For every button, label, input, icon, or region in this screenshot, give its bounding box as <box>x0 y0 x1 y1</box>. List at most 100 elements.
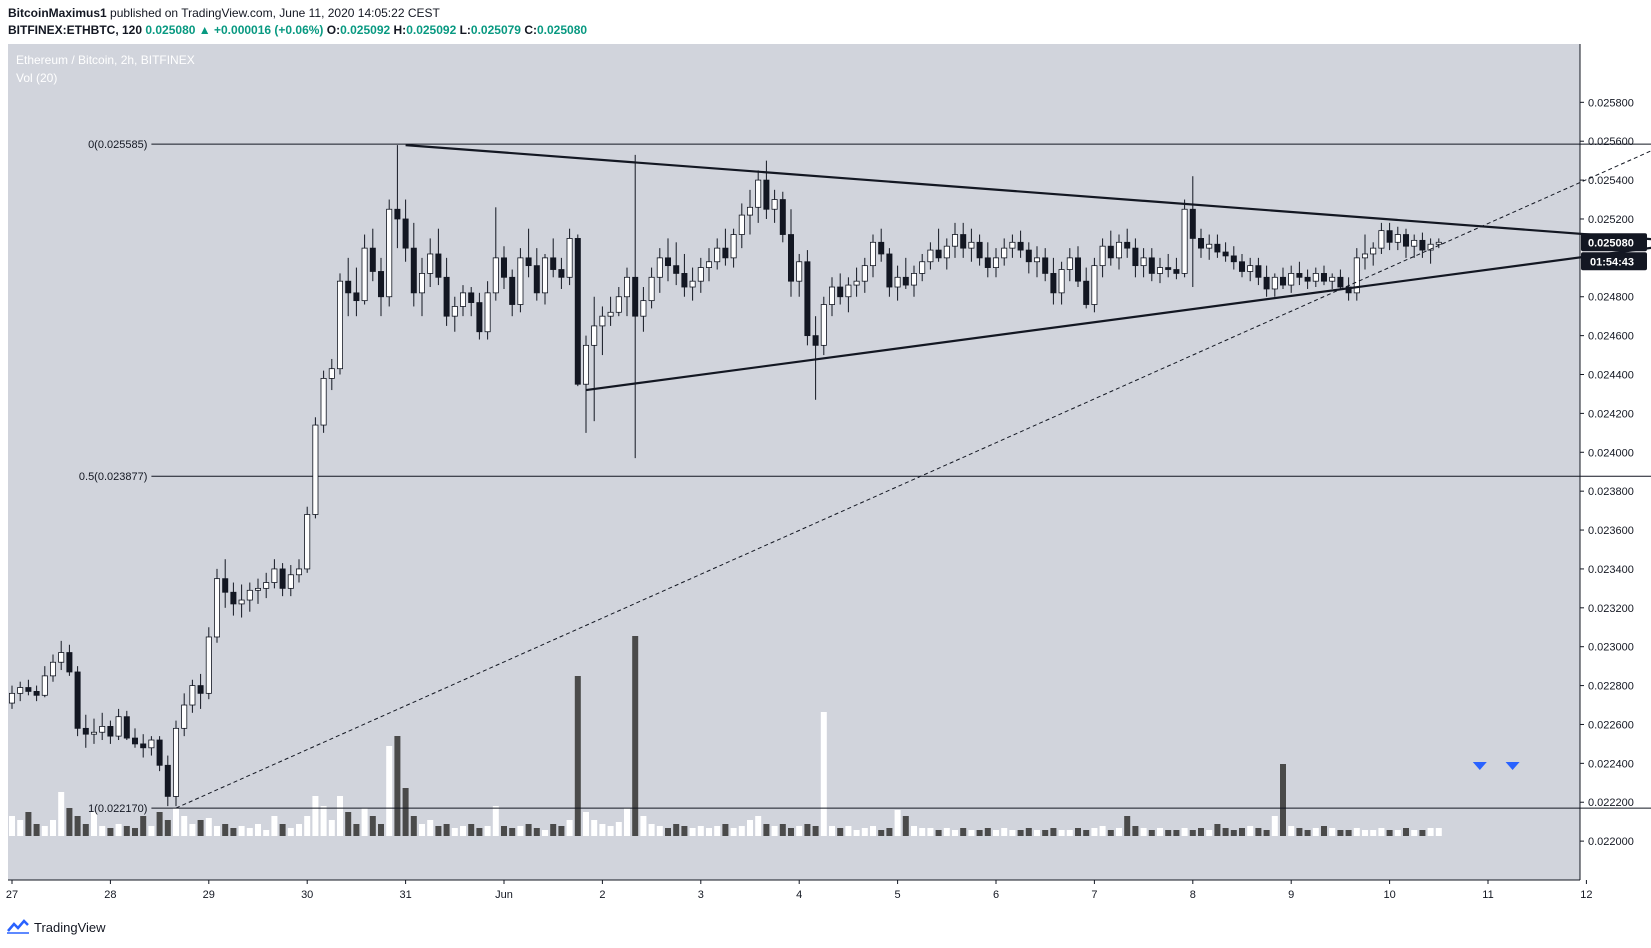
time-tick-label: 12 <box>1580 889 1592 901</box>
volume-bar <box>123 826 130 836</box>
candle-body <box>394 208 401 220</box>
volume-legend: Vol (20) <box>16 71 57 85</box>
trendline-upper[interactable] <box>405 144 1651 242</box>
trendline-long-support[interactable] <box>175 143 1651 809</box>
high-value: 0.025092 <box>406 23 457 37</box>
volume-bar <box>812 826 819 836</box>
candle-body <box>1148 257 1155 274</box>
candle-body <box>33 691 40 696</box>
volume-bar <box>673 824 680 836</box>
volume-bar <box>1280 764 1286 836</box>
volume-bar <box>1230 830 1237 836</box>
trendlines[interactable] <box>175 143 1651 809</box>
candle-body <box>1411 239 1418 247</box>
volume-bar <box>779 824 786 836</box>
candle-body <box>1386 230 1393 243</box>
candle-body <box>254 587 261 591</box>
candle-body <box>615 296 622 313</box>
fib-level-label: 1(0.022170) <box>88 803 147 815</box>
candle-body <box>418 273 425 294</box>
volume-bar <box>337 796 343 836</box>
volume-bar <box>1165 830 1172 836</box>
candle-body <box>58 652 65 663</box>
candle-body <box>911 273 918 286</box>
volume-bar <box>214 826 220 836</box>
volume-bar <box>1214 824 1221 836</box>
change-value: +0.000016 (+0.06%) <box>214 23 324 37</box>
volume-bar <box>968 830 975 836</box>
volume-bar <box>304 816 311 836</box>
author-name[interactable]: BitcoinMaximus1 <box>8 6 107 20</box>
time-axis[interactable]: 2728293031Jun23456789101112131 <box>6 880 1651 901</box>
chart-pane[interactable] <box>8 44 1580 880</box>
price-tick-label: 0.022800 <box>1588 681 1634 693</box>
candle-body <box>820 304 827 346</box>
candle-body <box>1271 276 1278 290</box>
candle-body <box>599 315 606 327</box>
volume-bar <box>238 826 245 836</box>
candle-body <box>345 280 352 294</box>
candle-body <box>443 276 450 317</box>
candle-body <box>50 661 57 677</box>
volume-bar <box>312 796 319 836</box>
volume-bar <box>574 676 581 836</box>
candle-body <box>681 273 688 288</box>
candle-body <box>656 257 663 278</box>
volume-bar <box>9 816 15 836</box>
volume-bar <box>361 808 368 836</box>
trendline-lower[interactable] <box>585 242 1651 392</box>
price-tick-label: 0.025800 <box>1588 97 1634 109</box>
volume-bar <box>911 826 917 836</box>
candle-body <box>796 261 803 282</box>
volume-bar <box>320 806 327 836</box>
candle-body <box>1058 269 1065 294</box>
volume-bar <box>976 830 983 836</box>
volume-bar <box>1353 828 1360 836</box>
volume-bar <box>205 818 212 836</box>
candle-body <box>919 261 926 274</box>
candle-body <box>1394 234 1401 243</box>
footer-brand[interactable]: TradingView <box>6 919 106 935</box>
volume-bar <box>1132 826 1139 836</box>
candle-body <box>665 257 672 267</box>
price-axis[interactable]: 0.0258000.0256000.0254000.0252000.025000… <box>1580 97 1647 848</box>
candle-body <box>107 726 114 737</box>
candle-body <box>246 589 253 601</box>
volume-bar <box>632 636 639 836</box>
time-tick-label: 8 <box>1190 889 1196 901</box>
volume-bar <box>1124 816 1131 836</box>
candle-body <box>222 578 229 593</box>
volume-bar <box>353 824 360 836</box>
last-price-badge <box>1581 233 1647 252</box>
volume-bar <box>1304 830 1311 836</box>
volume-bar <box>517 826 524 836</box>
volume-bar <box>796 826 803 836</box>
volume-bar <box>1148 830 1155 836</box>
candle-body <box>1206 243 1213 249</box>
candle-body <box>1189 208 1196 239</box>
volume-bar <box>837 828 844 836</box>
volume-bar <box>246 828 253 836</box>
volume-bar <box>1083 830 1090 836</box>
down-arrow-icon <box>1505 762 1520 770</box>
volume-bar <box>230 828 237 836</box>
candle-body <box>837 286 844 298</box>
volume-bar <box>1042 830 1049 836</box>
price-tick-label: 0.022400 <box>1588 758 1634 770</box>
volume-bar <box>599 824 606 836</box>
volume-bar <box>1181 828 1188 836</box>
candle-body <box>902 276 909 286</box>
candle-body <box>435 253 442 278</box>
candle-body <box>771 199 778 210</box>
candle-body <box>328 368 335 379</box>
volume-bar <box>566 820 573 836</box>
candle-body <box>320 377 327 426</box>
candle-body <box>131 737 138 745</box>
volume-bar <box>492 806 499 836</box>
price-tick-label: 0.023000 <box>1588 642 1634 654</box>
candle-body <box>312 424 319 515</box>
legend-title: Ethereum / Bitcoin, 2h, BITFINEX <box>16 53 195 67</box>
candle-body <box>648 276 655 302</box>
volume-bar <box>640 816 647 836</box>
